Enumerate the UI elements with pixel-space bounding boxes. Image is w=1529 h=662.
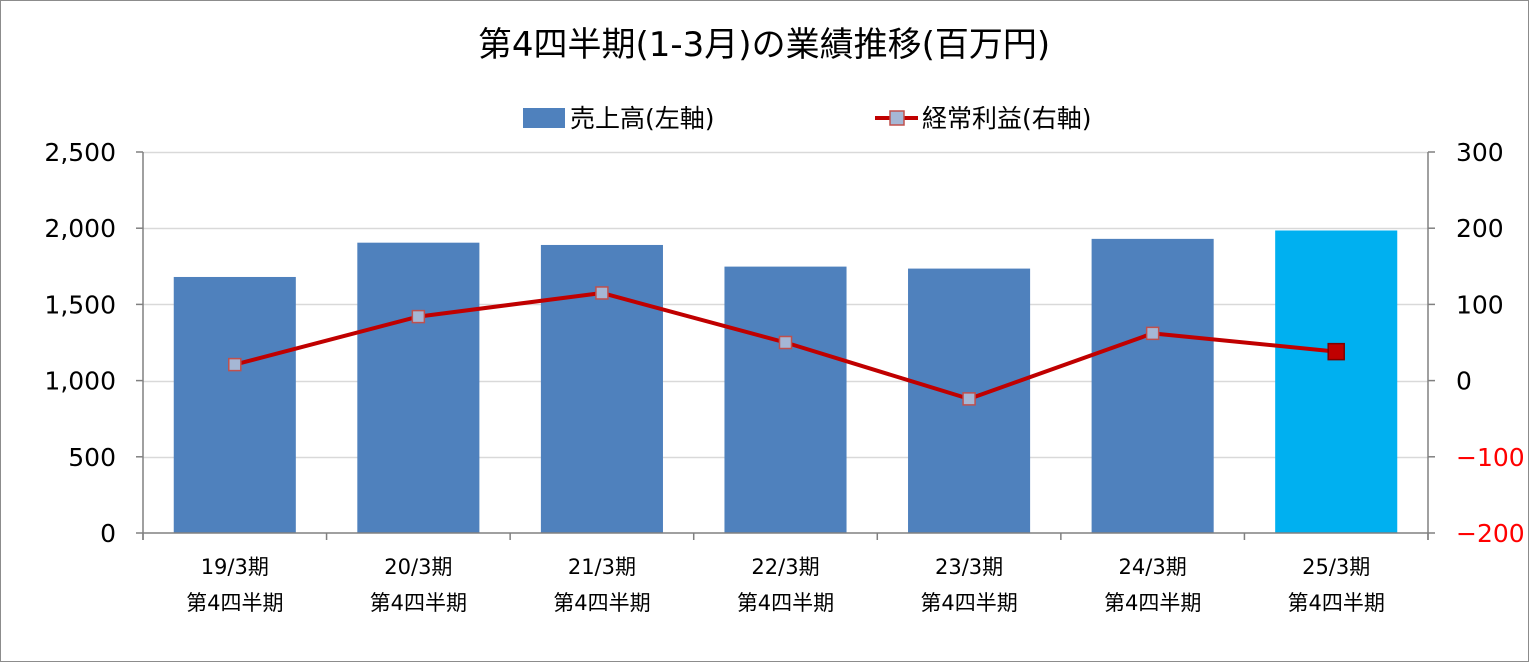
x-tick-label: 24/3期 xyxy=(1119,555,1187,579)
line-marker xyxy=(778,335,793,350)
x-tick-label: 19/3期 xyxy=(201,555,269,579)
y-right-axis-labels: −200 −100 0 100 200 300 xyxy=(1456,138,1525,548)
legend-swatch-bar xyxy=(523,108,565,128)
x-tick-label: 第4四半期 xyxy=(370,591,467,615)
line-series xyxy=(228,286,1345,406)
bar xyxy=(724,266,847,533)
line-marker xyxy=(1327,342,1345,361)
x-tick-label: 25/3期 xyxy=(1302,555,1370,579)
line-marker xyxy=(228,357,242,372)
axes xyxy=(136,151,1435,540)
y-left-axis-labels: 0 500 1,000 1,500 2,000 2,500 xyxy=(44,138,116,548)
bar xyxy=(173,276,296,533)
y-left-tick-label: 1,500 xyxy=(44,290,116,319)
y-left-tick-label: 500 xyxy=(68,443,116,472)
y-right-tick-label: 0 xyxy=(1456,367,1472,396)
y-right-tick-label: 300 xyxy=(1456,138,1504,167)
legend: 売上高(左軸) 経常利益(右軸) xyxy=(523,104,1092,133)
x-tick-label: 第4四半期 xyxy=(737,591,834,615)
legend-label-bar: 売上高(左軸) xyxy=(570,104,715,133)
x-tick-label: 20/3期 xyxy=(384,555,452,579)
x-tick-label: 21/3期 xyxy=(568,555,636,579)
line-marker xyxy=(595,286,609,300)
legend-label-line: 経常利益(右軸) xyxy=(922,104,1092,133)
y-left-tick-label: 1,000 xyxy=(44,367,116,396)
bar xyxy=(1091,238,1214,534)
line-marker xyxy=(1145,326,1160,341)
y-left-tick-label: 2,000 xyxy=(44,214,116,243)
y-right-tick-label: 100 xyxy=(1456,290,1504,319)
x-tick-label: 第4四半期 xyxy=(186,591,283,615)
bar xyxy=(1275,230,1398,533)
y-right-tick-label: −100 xyxy=(1456,443,1525,472)
bar xyxy=(357,242,480,534)
y-right-tick-label: −200 xyxy=(1456,519,1525,548)
x-tick-label: 第4四半期 xyxy=(1288,591,1385,615)
legend-swatch-marker xyxy=(889,110,905,126)
y-left-tick-label: 0 xyxy=(100,519,116,548)
chart-title: 第4四半期(1-3月)の業績推移(百万円) xyxy=(478,25,1050,65)
x-tick-label: 23/3期 xyxy=(935,555,1003,579)
x-tick-label: 22/3期 xyxy=(751,555,819,579)
y-right-tick-label: 200 xyxy=(1456,214,1504,243)
x-tick-label: 第4四半期 xyxy=(1104,591,1201,615)
y-left-tick-label: 2,500 xyxy=(44,138,116,167)
x-tick-label: 第4四半期 xyxy=(920,591,1017,615)
line-marker xyxy=(962,392,976,406)
line-marker xyxy=(411,309,426,324)
x-tick-label: 第4四半期 xyxy=(553,591,650,615)
